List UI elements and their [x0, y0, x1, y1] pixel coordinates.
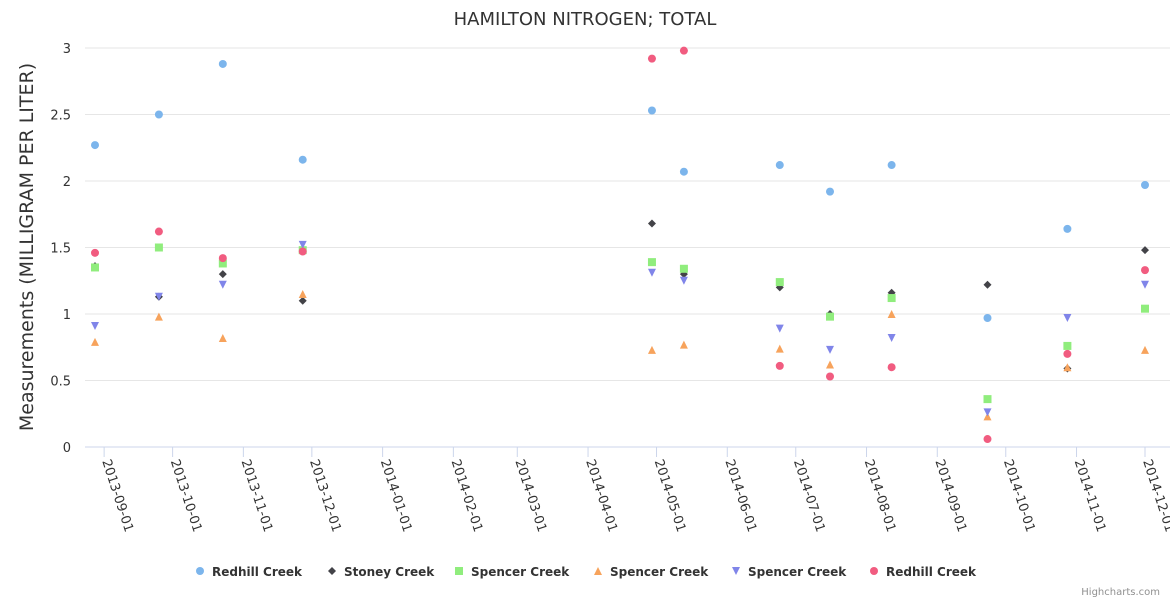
data-point-series-0[interactable] — [826, 187, 834, 196]
legend-label: Spencer Creek — [610, 565, 709, 579]
data-point-series-1[interactable] — [983, 280, 992, 289]
data-point-series-5[interactable] — [826, 372, 834, 381]
data-point-series-1[interactable] — [298, 296, 307, 305]
data-point-series-4[interactable] — [679, 276, 688, 285]
data-point-series-0[interactable] — [91, 141, 99, 150]
legend-label: Stoney Creek — [344, 565, 435, 579]
data-point-series-0[interactable] — [1141, 180, 1149, 189]
data-point-series-5[interactable] — [298, 247, 307, 256]
data-point-series-4[interactable] — [91, 321, 99, 330]
legend-marker-3[interactable] — [594, 567, 602, 575]
data-point-series-4[interactable] — [887, 333, 896, 342]
data-point-series-4[interactable] — [1141, 280, 1149, 289]
legend-label: Spencer Creek — [748, 565, 847, 579]
data-point-series-1[interactable] — [1141, 246, 1149, 255]
data-point-series-0[interactable] — [679, 167, 688, 176]
legend-label: Redhill Creek — [886, 565, 977, 579]
legend-marker-0[interactable] — [196, 567, 204, 575]
data-point-series-3[interactable] — [826, 360, 834, 369]
data-point-series-2[interactable] — [647, 258, 656, 267]
data-point-series-2[interactable] — [887, 294, 896, 303]
data-point-series-0[interactable] — [983, 313, 992, 322]
legend-marker-5[interactable] — [870, 567, 878, 575]
data-point-series-0[interactable] — [647, 106, 656, 115]
data-points[interactable] — [91, 46, 1149, 444]
y-axis-ticks: 0 0.5 1 1.5 2 2.5 3 — [50, 42, 71, 456]
credits-link[interactable]: Highcharts.com — [1081, 587, 1160, 598]
data-point-series-5[interactable] — [679, 46, 688, 55]
data-point-series-3[interactable] — [154, 312, 163, 321]
data-point-series-3[interactable] — [218, 333, 227, 342]
y-tick-label: 1.5 — [50, 242, 71, 257]
legend-label: Redhill Creek — [212, 565, 303, 579]
data-point-series-1[interactable] — [218, 270, 227, 279]
data-point-series-4[interactable] — [154, 292, 163, 301]
legend-marker-2[interactable] — [455, 567, 463, 575]
chart-title: HAMILTON NITROGEN; TOTAL — [454, 9, 717, 30]
data-point-series-0[interactable] — [154, 110, 163, 119]
data-point-series-1[interactable] — [647, 219, 656, 228]
data-point-series-2[interactable] — [1063, 341, 1072, 350]
legend-item-3[interactable]: Spencer Creek — [594, 565, 709, 579]
data-point-series-3[interactable] — [887, 310, 896, 318]
data-point-series-5[interactable] — [91, 248, 99, 257]
y-tick-label: 3 — [63, 42, 71, 57]
legend-label: Spencer Creek — [471, 565, 570, 579]
data-point-series-5[interactable] — [775, 361, 784, 370]
y-tick-label: 2 — [63, 175, 71, 190]
data-point-series-5[interactable] — [1063, 349, 1072, 358]
data-point-series-3[interactable] — [647, 345, 656, 354]
data-point-series-0[interactable] — [775, 161, 784, 170]
grid-lines — [85, 47, 1170, 448]
y-tick-label: 0 — [63, 441, 71, 456]
legend-marker-1[interactable] — [328, 567, 336, 575]
data-point-series-2[interactable] — [679, 264, 688, 273]
y-tick-label: 1 — [63, 308, 71, 323]
data-point-series-3[interactable] — [1141, 345, 1149, 354]
data-point-series-4[interactable] — [298, 240, 307, 249]
data-point-series-2[interactable] — [826, 312, 834, 321]
y-tick-label: 0.5 — [50, 375, 71, 390]
data-point-series-2[interactable] — [983, 395, 992, 404]
legend-marker-4[interactable] — [732, 567, 740, 575]
data-point-series-3[interactable] — [775, 344, 784, 353]
legend-item-2[interactable]: Spencer Creek — [455, 565, 570, 579]
data-point-series-0[interactable] — [1063, 224, 1072, 233]
data-point-series-4[interactable] — [647, 268, 656, 277]
data-point-series-2[interactable] — [775, 278, 784, 287]
legend-item-5[interactable]: Redhill Creek — [870, 565, 977, 579]
data-point-series-2[interactable] — [91, 263, 99, 272]
data-point-series-3[interactable] — [1063, 363, 1072, 372]
data-point-series-5[interactable] — [1141, 266, 1149, 275]
data-point-series-5[interactable] — [154, 227, 163, 236]
data-point-series-5[interactable] — [647, 54, 656, 63]
data-point-series-0[interactable] — [298, 155, 307, 164]
data-point-series-5[interactable] — [887, 363, 896, 372]
data-point-series-4[interactable] — [983, 408, 992, 417]
data-point-series-3[interactable] — [91, 337, 99, 346]
data-point-series-2[interactable] — [1141, 304, 1149, 313]
data-point-series-2[interactable] — [154, 243, 163, 252]
legend-item-1[interactable]: Stoney Creek — [328, 565, 435, 579]
legend-item-0[interactable]: Redhill Creek — [196, 565, 303, 579]
legend-item-4[interactable]: Spencer Creek — [732, 565, 847, 579]
data-point-series-0[interactable] — [218, 59, 227, 68]
y-axis-label: Measurements (MILLIGRAM PER LITER) — [16, 63, 38, 431]
data-point-series-4[interactable] — [218, 280, 227, 289]
data-point-series-5[interactable] — [983, 435, 992, 444]
data-point-series-3[interactable] — [679, 340, 688, 349]
data-point-series-0[interactable] — [887, 161, 896, 170]
y-tick-label: 2.5 — [50, 109, 71, 124]
data-point-series-4[interactable] — [1063, 313, 1072, 322]
data-point-series-2[interactable] — [218, 259, 227, 268]
data-point-series-3[interactable] — [298, 290, 307, 299]
legend[interactable]: Redhill Creek Stoney Creek Spencer Creek Sp… — [196, 565, 977, 579]
data-point-series-5[interactable] — [218, 254, 227, 263]
data-point-series-4[interactable] — [826, 345, 834, 354]
data-point-series-4[interactable] — [775, 324, 784, 333]
